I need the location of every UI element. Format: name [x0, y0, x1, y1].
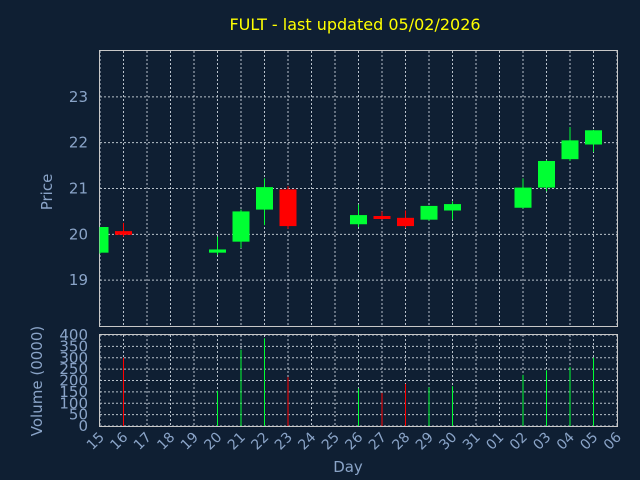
day-tick-label: 30 [436, 430, 460, 454]
price-tick-label: 21 [69, 180, 88, 198]
candle [373, 211, 391, 220]
candle-body [444, 204, 461, 211]
day-tick-label: 06 [601, 429, 625, 453]
candle [99, 227, 109, 254]
price-axis-label: Price [38, 174, 56, 211]
volume-tick-label: 350 [59, 337, 88, 355]
candle [209, 236, 226, 255]
day-tick-label: 05 [577, 430, 601, 454]
candle [561, 127, 579, 161]
candle [585, 129, 602, 152]
volume-plot-frame [99, 334, 618, 427]
volume-tick-label: 150 [59, 383, 88, 401]
volume-tick-label: 250 [59, 360, 88, 378]
candle-body [561, 140, 579, 160]
candle [420, 205, 438, 221]
day-tick-label: 01 [483, 430, 507, 454]
day-tick-label: 31 [460, 430, 484, 454]
candle-body [279, 189, 297, 227]
day-tick-label: 18 [154, 430, 178, 454]
price-plot-frame [99, 50, 618, 327]
day-tick-label: 28 [389, 430, 413, 454]
day-tick-label: 21 [225, 430, 249, 454]
volume-tick-label: 0 [78, 417, 88, 435]
candle-body [350, 215, 367, 225]
volume-tick-label: 400 [59, 326, 88, 344]
candle [514, 178, 532, 209]
chart-title: FULT - last updated 05/02/2026 [229, 15, 480, 34]
day-tick-label: 20 [201, 430, 225, 454]
candle-body [397, 217, 414, 227]
day-tick-label: 16 [107, 429, 131, 453]
candle [256, 178, 273, 226]
day-tick-label: 17 [131, 430, 155, 454]
day-tick-label: 02 [507, 430, 531, 454]
candle-body [256, 187, 273, 210]
volume-tick-label: 300 [59, 349, 88, 367]
candle-body [115, 231, 132, 235]
volume-tick-label: 100 [59, 394, 88, 412]
price-tick-label: 20 [69, 225, 88, 243]
day-tick-label: 19 [178, 430, 202, 454]
day-tick-label: 03 [530, 430, 554, 454]
candle-body [100, 227, 109, 253]
candle [350, 204, 367, 227]
day-tick-label: 27 [366, 430, 390, 454]
day-tick-label: 04 [554, 429, 578, 453]
volume-axis-label: Volume (0000) [28, 326, 46, 436]
candle-body [420, 205, 438, 220]
candle-body [585, 130, 602, 145]
price-tick-label: 23 [69, 88, 88, 106]
candle-body [209, 249, 226, 253]
price-tick-label: 19 [69, 271, 88, 289]
candle-body [538, 161, 555, 188]
price-tick-label: 22 [69, 134, 88, 152]
day-tick-label: 22 [248, 430, 272, 454]
candle [444, 201, 461, 220]
volume-tick-label: 50 [69, 406, 88, 424]
day-tick-label: 23 [272, 430, 296, 454]
x-axis-label: Day [333, 458, 363, 476]
candle [538, 160, 555, 192]
candle [115, 222, 132, 237]
day-tick-label: 26 [342, 429, 366, 453]
volume-tick-label: 200 [59, 372, 88, 390]
candle [397, 210, 414, 228]
day-tick-label: 29 [413, 430, 437, 454]
candle [232, 209, 250, 249]
candle-body [514, 187, 532, 208]
candle-body [232, 211, 250, 242]
candle [279, 186, 297, 229]
candle-body [373, 216, 391, 219]
day-tick-label: 24 [295, 429, 319, 453]
day-tick-label: 25 [319, 430, 343, 454]
